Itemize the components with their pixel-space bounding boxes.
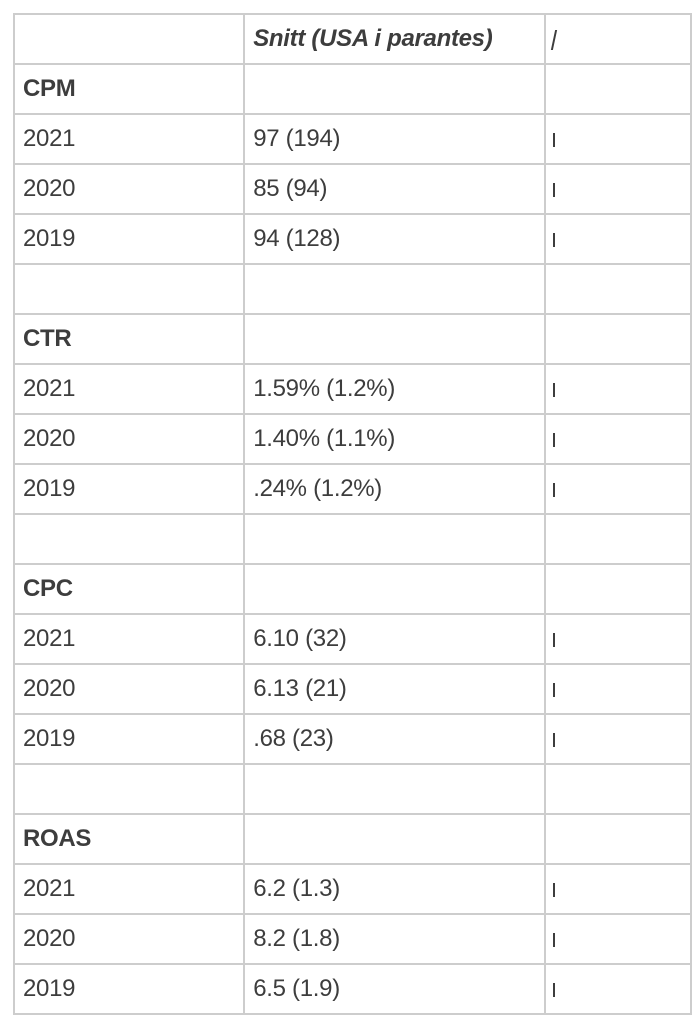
metric-label-cell: CPC [12,563,246,615]
table-row-data: 2019 6.5 (1.9) [12,963,692,1015]
table-row-section: CTR [12,313,692,365]
metric-label-cell: CTR [12,313,246,365]
clipped-text-fragment [552,632,555,647]
value-cell [243,813,546,865]
year-cell: 2019 [12,463,246,515]
clipped-column-cell [543,513,692,565]
table-row-data: 2020 1.40% (1.1%) [12,413,692,465]
clipped-column-cell [543,963,692,1015]
clipped-text-fragment [552,732,555,747]
value-cell [243,763,546,815]
table-row-section: CPM [12,63,692,115]
value-cell: 6.13 (21) [243,663,546,715]
year-cell [12,263,246,315]
clipped-column-cell [543,113,692,165]
value-cell: 94 (128) [243,213,546,265]
table-row-spacer [12,763,692,815]
table-row-spacer [12,513,692,565]
value-cell: 97 (194) [243,113,546,165]
value-cell: .68 (23) [243,713,546,765]
metrics-table: Snitt (USA i parantes) CPM 2021 97 (194) 202… [12,13,692,1015]
clipped-column-cell [543,213,692,265]
table-row-data: 2021 6.10 (32) [12,613,692,665]
clipped-text-fragment [552,682,555,697]
table-row-spacer [12,263,692,315]
clipped-text-fragment [552,182,555,197]
value-cell [243,563,546,615]
year-cell: 2019 [12,713,246,765]
table-row-section: CPC [12,563,692,615]
clipped-column-cell [543,313,692,365]
clipped-column-cell [543,913,692,965]
table-row-data: 2020 8.2 (1.8) [12,913,692,965]
year-cell: 2021 [12,113,246,165]
table-row-data: 2020 6.13 (21) [12,663,692,715]
year-cell: 2019 [12,963,246,1015]
year-cell: 2021 [12,613,246,665]
value-cell [243,263,546,315]
year-cell: 2020 [12,163,246,215]
clipped-text-fragment [552,232,555,247]
clipped-text-fragment [552,982,555,997]
value-cell: 85 (94) [243,163,546,215]
year-cell [12,763,246,815]
value-cell [243,313,546,365]
table-row-data: 2021 1.59% (1.2%) [12,363,692,415]
clipped-text-fragment [552,882,555,897]
table-row-header: Snitt (USA i parantes) [12,13,692,65]
clipped-column-cell [543,613,692,665]
year-cell [12,13,246,65]
clipped-column-cell [543,13,692,65]
table-row-data: 2020 85 (94) [12,163,692,215]
value-cell: 6.2 (1.3) [243,863,546,915]
clipped-column-cell [543,363,692,415]
year-cell: 2020 [12,663,246,715]
clipped-column-cell [543,63,692,115]
clipped-column-cell [543,663,692,715]
clipped-text-fragment [550,29,557,50]
year-cell: 2020 [12,913,246,965]
table-row-data: 2019 94 (128) [12,213,692,265]
clipped-column-cell [543,463,692,515]
clipped-column-cell [543,263,692,315]
year-cell: 2021 [12,863,246,915]
clipped-column-cell [543,813,692,865]
clipped-column-cell [543,763,692,815]
clipped-text-fragment [552,932,555,947]
metric-label-cell: CPM [12,63,246,115]
clipped-column-cell [543,713,692,765]
metric-label-cell: ROAS [12,813,246,865]
value-cell: 6.5 (1.9) [243,963,546,1015]
value-cell: 8.2 (1.8) [243,913,546,965]
clipped-column-cell [543,563,692,615]
column-header-cell: Snitt (USA i parantes) [243,13,546,65]
value-cell: .24% (1.2%) [243,463,546,515]
clipped-column-cell [543,413,692,465]
table-row-data: 2021 97 (194) [12,113,692,165]
table-row-data: 2019.68 (23) [12,713,692,765]
year-cell: 2019 [12,213,246,265]
clipped-text-fragment [552,432,555,447]
value-cell: 6.10 (32) [243,613,546,665]
table-row-data: 2021 6.2 (1.3) [12,863,692,915]
clipped-text-fragment [552,382,555,397]
value-cell: 1.40% (1.1%) [243,413,546,465]
clipped-text-fragment [552,132,555,147]
table-row-data: 2019.24% (1.2%) [12,463,692,515]
value-cell: 1.59% (1.2%) [243,363,546,415]
year-cell: 2020 [12,413,246,465]
clipped-column-cell [543,163,692,215]
clipped-text-fragment [552,482,555,497]
clipped-column-cell [543,863,692,915]
table-row-section: ROAS [12,813,692,865]
metrics-table-body: Snitt (USA i parantes) CPM 2021 97 (194) 202… [12,13,692,1015]
value-cell [243,513,546,565]
year-cell: 2021 [12,363,246,415]
value-cell [243,63,546,115]
year-cell [12,513,246,565]
